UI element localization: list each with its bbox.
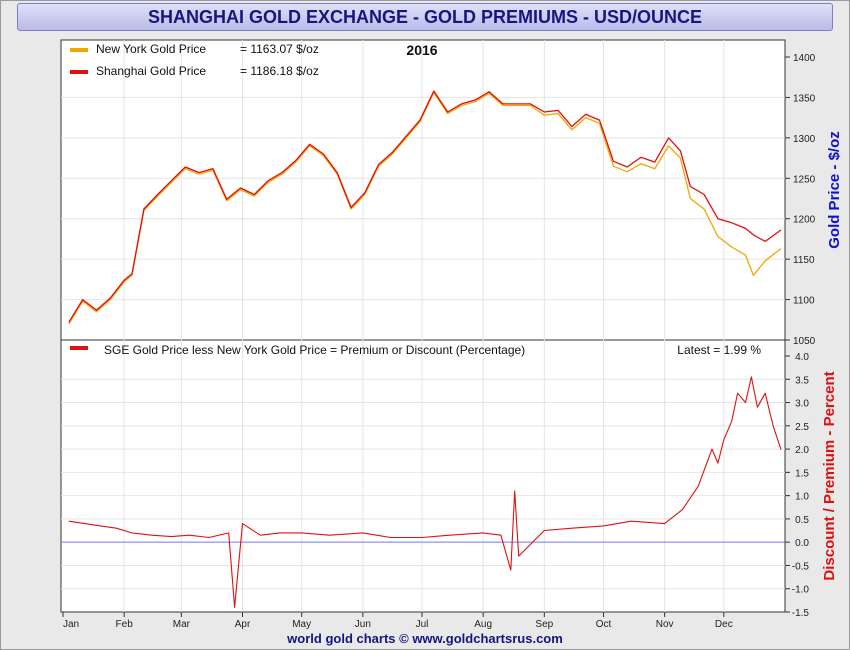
premium-tick-label: 3.5 [795,375,809,386]
legend-swatch-premium [70,346,88,350]
legend-label: SGE Gold Price less New York Gold Price … [104,343,525,357]
x-tick-label: Apr [235,619,251,630]
x-tick-label: Mar [173,619,191,630]
premium-line [68,376,782,608]
price-tick-label: 1250 [793,174,816,185]
shanghai-price-line [68,90,782,323]
price-tick-label: 1050 [793,336,816,347]
x-tick-label: Sep [535,619,553,630]
premium-tick-label: 4.0 [795,352,809,363]
x-tick-label: May [292,619,311,630]
x-tick-label: Oct [596,619,612,630]
new-york-price-line [68,91,782,325]
premium-tick-label: 1.0 [795,492,809,503]
premium-tick-label: 2.0 [795,445,809,456]
axes: Jan Feb Mar Apr May Jun Jul Aug Sep Oct Nov Dec 1050… [62,53,843,630]
premium-tick-label: 0.5 [795,515,809,526]
price-tick-label: 1150 [793,255,815,266]
footer-credit: world gold charts © www.goldchartsrus.co… [287,631,563,646]
year-label: 2016 [406,42,437,58]
x-tick-label: Jul [416,619,429,630]
premium-axis-title: Discount / Premium - Percent [821,371,838,580]
plot-area [60,39,786,613]
price-axis-title: Gold Price - $/oz [826,131,843,249]
price-tick-label: 1200 [793,215,816,226]
legend-swatch-new-york [70,48,88,52]
x-tick-label: Dec [715,619,733,630]
chart-title-bar: SHANGHAI GOLD EXCHANGE - GOLD PREMIUMS -… [17,3,833,31]
legend-label: Shanghai Gold Price [96,64,206,78]
x-tick-label: Nov [656,619,674,630]
legend-value: = 1163.07 $/oz [240,42,319,56]
premium-tick-label: -0.5 [792,561,810,572]
premium-tick-label: 0.0 [795,538,809,549]
price-tick-label: 1300 [793,134,816,145]
premium-tick-label: 3.0 [795,399,809,410]
latest-value: Latest = 1.99 % [677,343,761,357]
premium-tick-label: 2.5 [795,422,809,433]
x-tick-label: Jan [63,619,79,630]
premium-tick-label: 1.5 [795,468,809,479]
legends: New York Gold Price = 1163.07 $/oz Shangha… [70,42,761,357]
legend-label: New York Gold Price [96,42,206,56]
chart-title: SHANGHAI GOLD EXCHANGE - GOLD PREMIUMS -… [147,7,703,27]
price-tick-label: 1350 [793,93,816,104]
premium-tick-label: -1.5 [792,608,810,619]
x-tick-label: Feb [116,619,134,630]
price-tick-label: 1100 [793,296,815,307]
legend-value: = 1186.18 $/oz [240,64,319,78]
premium-series [68,376,782,608]
price-tick-label: 1400 [793,53,816,64]
x-tick-label: Jun [355,619,371,630]
legend-swatch-shanghai [70,70,88,74]
premium-tick-label: -1.0 [792,585,810,596]
grid [61,40,785,612]
price-series [68,90,782,325]
x-tick-label: Aug [474,619,492,630]
